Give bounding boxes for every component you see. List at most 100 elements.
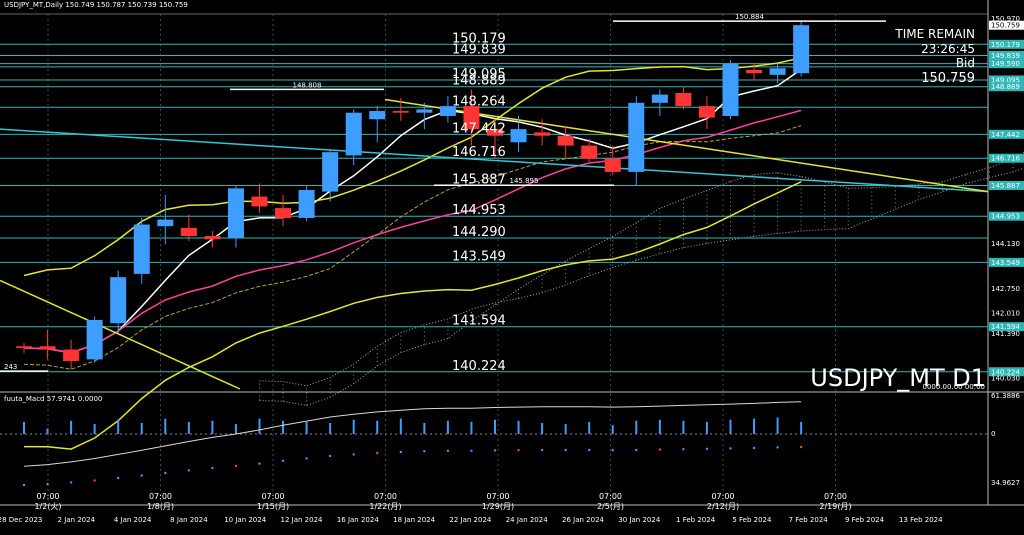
candle <box>63 340 79 370</box>
candle-body <box>204 236 220 239</box>
signal-dot <box>494 449 496 451</box>
price-marker-label: 243 <box>4 363 17 371</box>
y-tick-label: 141.390 <box>991 330 1020 338</box>
level-label: 141.594 <box>452 314 506 329</box>
candle <box>157 195 173 244</box>
level-label: 148.889 <box>452 74 506 89</box>
y-tick-label: 144.130 <box>991 240 1020 248</box>
x-week-time: 07:00 <box>824 492 847 501</box>
candle-body <box>793 25 809 73</box>
candle <box>40 330 56 360</box>
signal-dot <box>706 448 708 450</box>
level-label: 144.953 <box>452 203 506 218</box>
level-label: 147.442 <box>452 121 506 136</box>
x-week-time: 07:00 <box>711 492 734 501</box>
x-week-label: 1/22(月) <box>369 502 401 511</box>
signal-dot <box>353 453 355 455</box>
candle <box>346 109 362 165</box>
time-remain-value: 23:26:45 <box>921 42 975 56</box>
macd-header: fuuta_Macd 57.9741 0.0000 <box>4 395 102 403</box>
candle-body <box>63 350 79 362</box>
x-date-label: 24 Jan 2024 <box>506 516 549 524</box>
signal-dot <box>117 477 119 479</box>
cloud-span-b <box>260 164 1024 386</box>
y-tick-label: 149.590 <box>991 60 1020 68</box>
signal-dot <box>635 449 637 451</box>
x-week-time: 07:00 <box>486 492 509 501</box>
y-tick-label: 142.010 <box>991 310 1020 318</box>
y-tick-label: 143.549 <box>991 259 1020 267</box>
candle-body <box>605 159 621 172</box>
y-tick-label: 147.442 <box>991 131 1020 139</box>
signal-dot <box>800 446 802 448</box>
candle-body <box>87 320 103 359</box>
level-label: 140.224 <box>452 359 506 374</box>
signal-dot <box>588 449 590 451</box>
x-week-time: 07:00 <box>374 492 397 501</box>
x-date-label: 16 Jan 2024 <box>337 516 380 524</box>
x-date-label: 8 Jan 2024 <box>170 516 208 524</box>
candle-body <box>346 113 362 156</box>
x-date-label: 7 Feb 2024 <box>789 516 829 524</box>
signal-dot <box>612 449 614 451</box>
candle <box>275 195 291 226</box>
candle-body <box>40 346 56 349</box>
candle <box>675 86 691 109</box>
x-date-label: 30 Jan 2024 <box>618 516 661 524</box>
candle <box>16 343 32 353</box>
candle-body <box>770 68 786 75</box>
macd-y-tick: 61.3886 <box>991 392 1020 400</box>
signal-dot <box>400 451 402 453</box>
y-tick-label: 144.953 <box>991 213 1020 221</box>
signal-dot <box>93 479 95 481</box>
signal-dot <box>447 450 449 452</box>
signal-dot <box>235 465 237 467</box>
x-week-time: 07:00 <box>36 492 59 501</box>
candle <box>181 215 197 241</box>
signal-dot <box>729 447 731 449</box>
x-week-time: 07:00 <box>599 492 622 501</box>
candle-body <box>157 220 173 227</box>
signal-dot <box>258 462 260 464</box>
x-date-label: 18 Jan 2024 <box>393 516 436 524</box>
candle <box>699 96 715 129</box>
ma-fast-line <box>24 70 801 353</box>
candle-body <box>252 197 268 207</box>
candle <box>652 90 668 116</box>
candle <box>299 185 315 221</box>
candle-body <box>110 277 126 323</box>
candle <box>723 60 739 119</box>
y-tick-label: 150.759 <box>991 22 1020 30</box>
candle-body <box>369 111 385 119</box>
candle-body <box>181 228 197 236</box>
candle-body <box>322 152 338 191</box>
signal-dot <box>23 484 25 486</box>
level-label: 143.549 <box>452 249 506 264</box>
signal-dot <box>211 467 213 469</box>
candle <box>558 126 574 159</box>
price-marker-label: 145.895 <box>510 177 539 185</box>
candle-body <box>228 188 244 237</box>
candle-body <box>628 103 644 172</box>
x-date-label: 28 Dec 2023 <box>0 516 42 524</box>
x-week-label: 1/29(月) <box>482 502 514 511</box>
candle-body <box>723 63 739 116</box>
price-marker-label: 150.884 <box>735 13 764 21</box>
candle <box>110 271 126 334</box>
x-week-label: 2/19(月) <box>819 502 851 511</box>
candle-body <box>511 129 527 142</box>
signal-dot <box>753 447 755 449</box>
bid-value: 150.759 <box>921 71 975 86</box>
x-date-label: 13 Feb 2024 <box>899 516 943 524</box>
candle-body <box>134 225 150 274</box>
x-date-label: 1 Feb 2024 <box>676 516 716 524</box>
candle <box>87 317 103 363</box>
x-date-label: 2 Jan 2024 <box>58 516 96 524</box>
candle-body <box>746 70 762 73</box>
candle-body <box>393 111 409 113</box>
x-date-label: 9 Feb 2024 <box>845 516 885 524</box>
candle-body <box>534 132 550 135</box>
x-week-label: 1/15(月) <box>257 502 289 511</box>
x-week-time: 07:00 <box>261 492 284 501</box>
